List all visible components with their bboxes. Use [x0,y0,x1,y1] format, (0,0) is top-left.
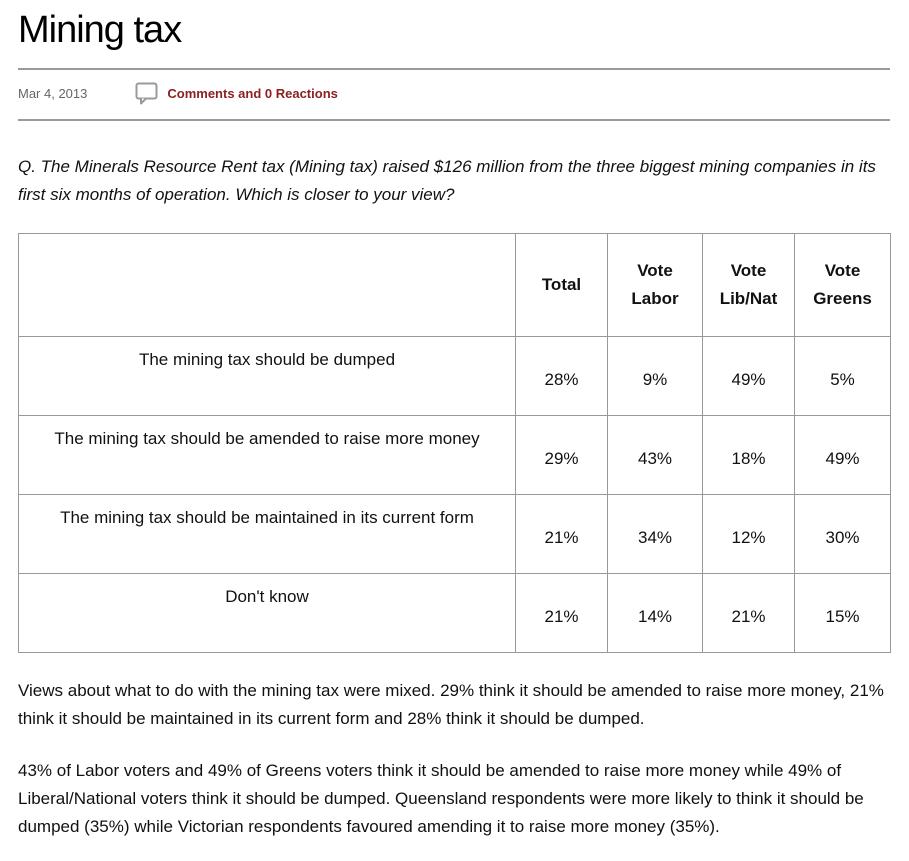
page-title: Mining tax [18,9,182,51]
column-header-empty [18,233,516,337]
column-header-vote-greens: Vote Greens [794,233,891,337]
comments-label: Comments and 0 Reactions [167,86,338,101]
comment-bubble-icon [135,82,159,105]
cell-greens: 5% [794,336,891,416]
row-label: The mining tax should be amended to rais… [18,415,516,495]
cell-total: 21% [515,494,608,574]
poll-question: Q. The Minerals Resource Rent tax (Minin… [18,157,876,204]
cell-labor: 14% [607,573,703,653]
table-header-row: Total Vote Labor Vote Lib/Nat Vote Green… [18,233,891,337]
analysis-paragraph-1: Views about what to do with the mining t… [18,681,884,728]
column-header-vote-labor: Vote Labor [607,233,703,337]
row-label: The mining tax should be maintained in i… [18,494,516,574]
post-date: Mar 4, 2013 [18,86,88,101]
cell-total: 29% [515,415,608,495]
meta-row: Mar 4, 2013 Comments and 0 Reactions [18,70,890,119]
cell-labor: 9% [607,336,703,416]
analysis-paragraph-2: 43% of Labor voters and 49% of Greens vo… [18,761,864,836]
cell-libnat: 12% [702,494,795,574]
cell-libnat: 18% [702,415,795,495]
divider-top [18,68,890,70]
cell-greens: 30% [794,494,891,574]
row-label: The mining tax should be dumped [18,336,516,416]
cell-labor: 34% [607,494,703,574]
table-row-maintained: The mining tax should be maintained in i… [18,494,891,574]
cell-greens: 15% [794,573,891,653]
row-label: Don't know [18,573,516,653]
cell-greens: 49% [794,415,891,495]
cell-total: 28% [515,336,608,416]
column-header-total: Total [515,233,608,337]
table-row-amended: The mining tax should be amended to rais… [18,415,891,495]
column-header-vote-libnat: Vote Lib/Nat [702,233,795,337]
cell-total: 21% [515,573,608,653]
table-row-dumped: The mining tax should be dumped 28% 9% 4… [18,336,891,416]
table-row-dont-know: Don't know 21% 14% 21% 15% [18,573,891,653]
cell-labor: 43% [607,415,703,495]
divider-meta [18,119,890,121]
comments-link[interactable]: Comments and 0 Reactions [135,82,338,105]
results-table: Total Vote Labor Vote Lib/Nat Vote Green… [18,233,891,653]
cell-libnat: 21% [702,573,795,653]
cell-libnat: 49% [702,336,795,416]
